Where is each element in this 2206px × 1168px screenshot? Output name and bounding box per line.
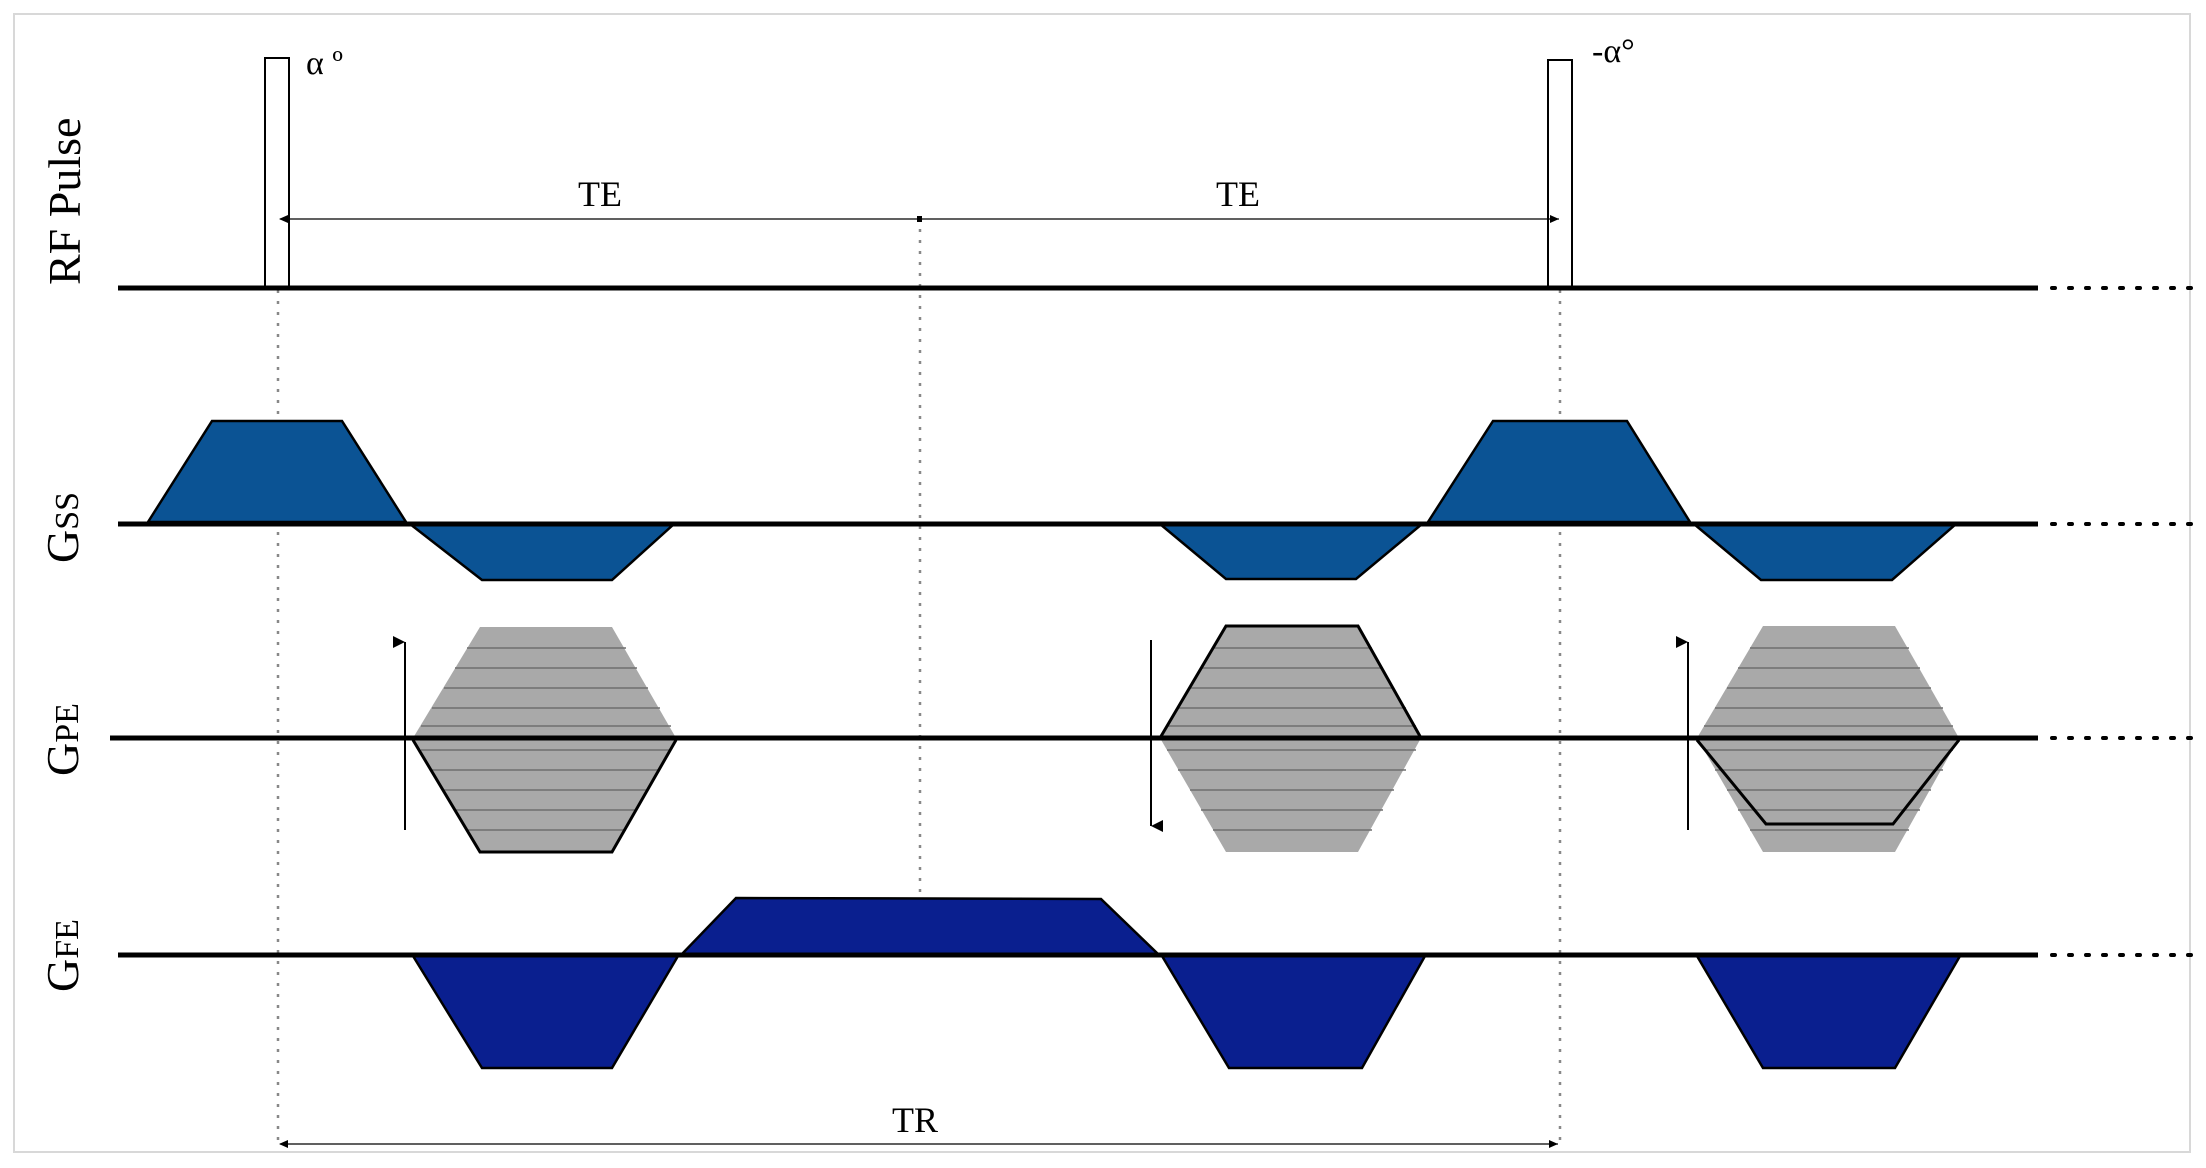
- gfe-prephaser-lobe-3: [1694, 954, 1963, 1070]
- gss-row: [118, 419, 2197, 582]
- gfe-prephaser-lobe-1: [410, 954, 681, 1070]
- gpe-active-lobe-2: [1158, 624, 1423, 739]
- pulse-label-minus-alpha: -α°: [1592, 33, 1635, 70]
- te1-label: TE: [578, 174, 622, 214]
- gfe-readout-lobe: [679, 896, 1162, 956]
- gpe-active-lobe-3: [1695, 739, 1961, 826]
- gss-lobe-negative-1: [406, 522, 678, 582]
- rf-row-label: RF Pulse: [39, 118, 90, 285]
- gpe-phase-steps-2: [1167, 647, 1416, 831]
- gpe-phase-steps-3: [1704, 647, 1953, 831]
- gpe-active-lobe-1: [411, 739, 678, 854]
- gpe-phase-steps-1: [421, 647, 671, 831]
- gfe-row: [118, 896, 2197, 1070]
- gss-row-label: GSS: [37, 492, 88, 563]
- gfe-prephaser-lobe-2: [1159, 954, 1428, 1070]
- rf-row: [118, 57, 2197, 291]
- gss-lobe-positive-1: [145, 419, 409, 524]
- timing-reference-lines: [276, 218, 1562, 1145]
- tr-label: TR: [892, 1100, 938, 1140]
- gfe-row-label: GFE: [37, 919, 88, 992]
- rf-pulse-first: [264, 57, 290, 289]
- te2-label: TE: [1216, 174, 1260, 214]
- gss-lobe-negative-3: [1690, 522, 1960, 582]
- pulse-label-alpha: α º: [306, 45, 343, 82]
- gss-lobe-positive-2: [1425, 419, 1693, 524]
- gpe-row: [110, 624, 2197, 854]
- gss-lobe-negative-2: [1156, 522, 1426, 581]
- te-junction-mark: [917, 216, 922, 222]
- gpe-row-label: GPE: [37, 703, 88, 776]
- rf-pulse-second: [1547, 59, 1573, 289]
